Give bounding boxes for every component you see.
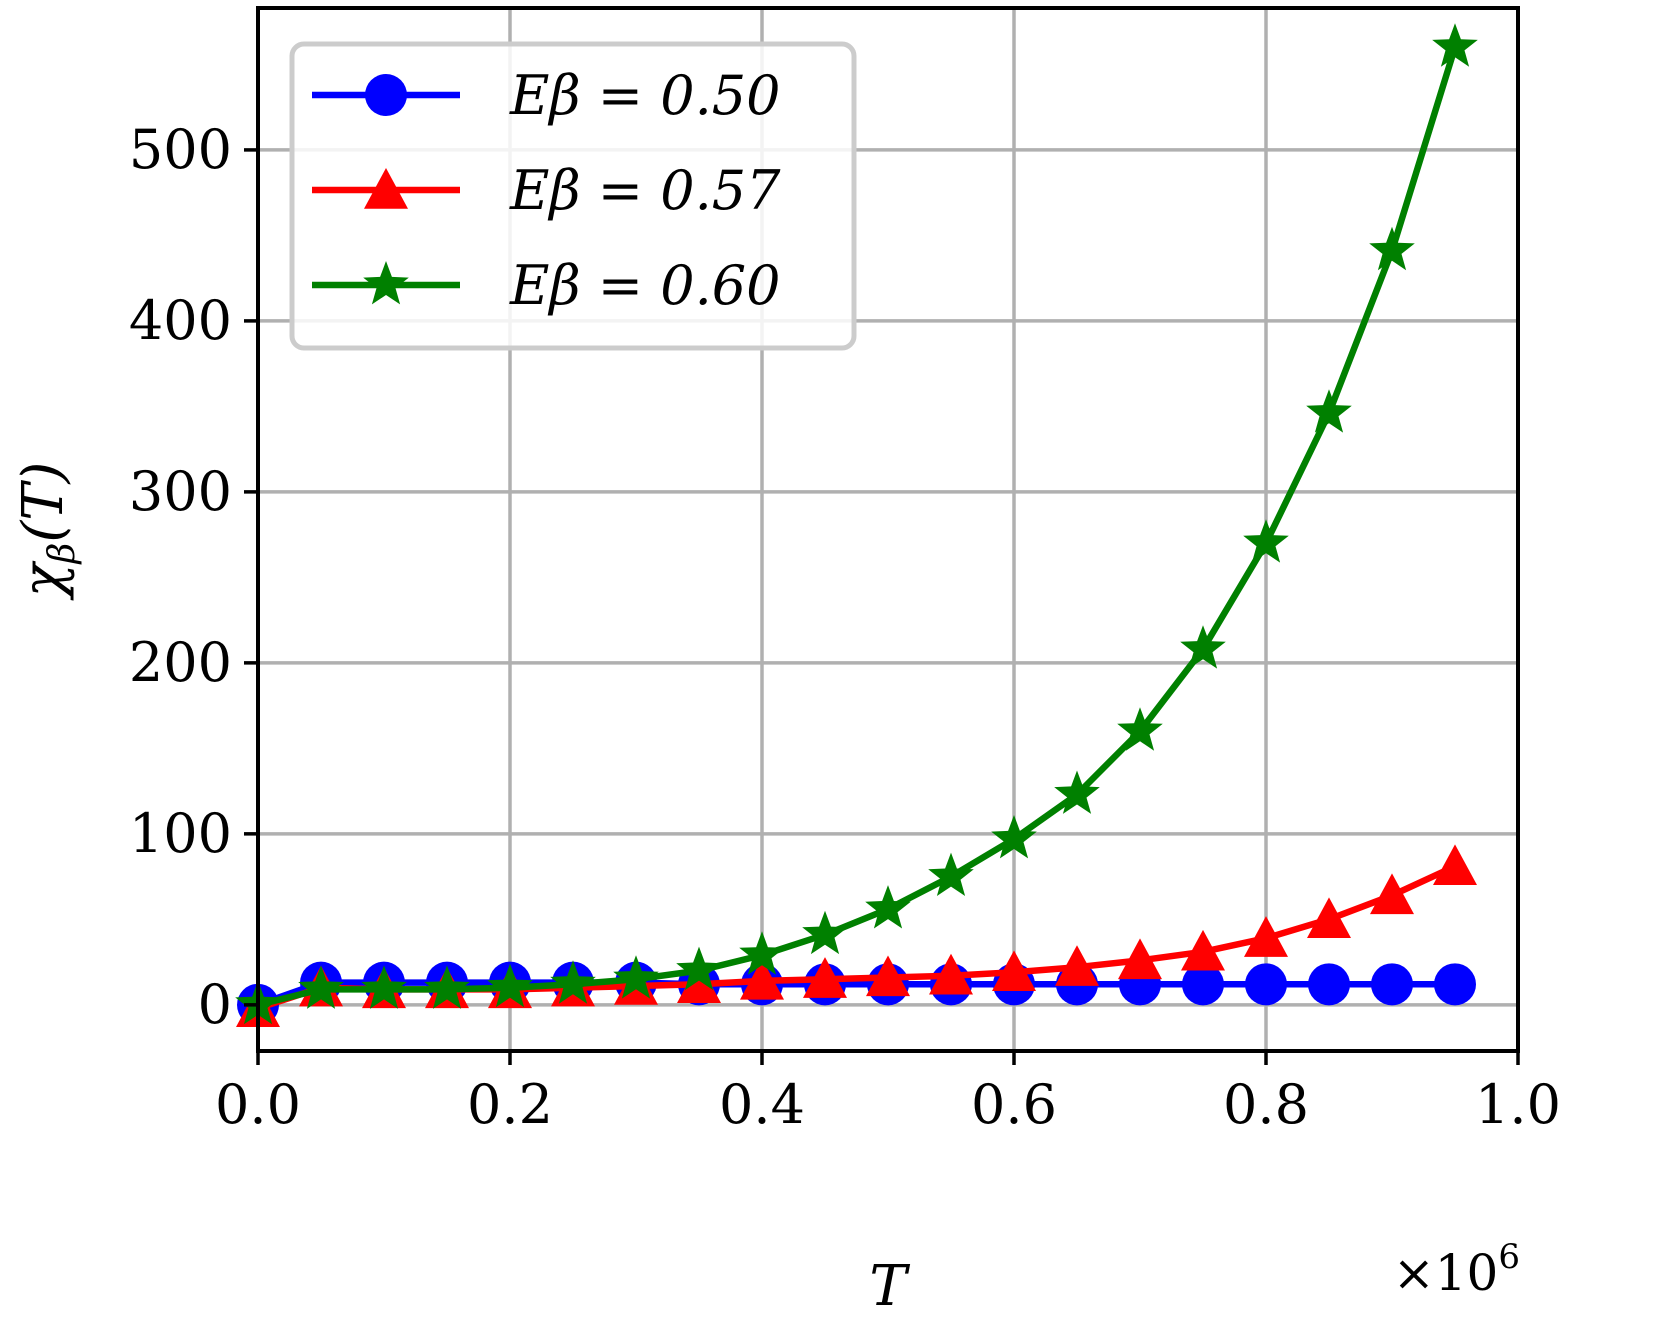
data-point: [865, 885, 911, 929]
data-point: [1055, 945, 1099, 986]
x-tick-label: 0.8: [1223, 1073, 1309, 1136]
series-layer: [235, 23, 1478, 1027]
data-point: [676, 946, 722, 991]
data-point: [1180, 625, 1226, 669]
y-tick-label: 500: [129, 118, 232, 181]
x-tick-label: 1.0: [1475, 1073, 1561, 1136]
y-axis-label-symbol: χ: [11, 560, 76, 601]
data-point: [1434, 963, 1476, 1006]
data-point: [487, 963, 533, 1008]
data-point: [1054, 770, 1100, 814]
legend: Eβ = 0.50 Eβ = 0.57 Eβ = 0.60: [289, 41, 857, 351]
ticks: 0.0 0.2 0.4 0.6 0.8 1.0 0 100 200 300 400 500: [129, 118, 1561, 1136]
y-tick-label: 300: [129, 460, 232, 523]
data-point: [1370, 873, 1414, 915]
data-point: [1117, 707, 1163, 751]
x-axis-multiplier: ×106: [1393, 1237, 1520, 1302]
data-point: [677, 962, 721, 1004]
data-point: [1371, 963, 1413, 1006]
legend-box: [289, 41, 857, 351]
axes-frame: [256, 6, 1520, 1053]
data-point: [866, 955, 910, 997]
data-point: [803, 957, 847, 998]
y-axis-label: χβ(T): [11, 462, 83, 602]
y-axis-label-subscript: β: [42, 543, 83, 566]
data-point: [802, 910, 848, 955]
x-axis-multiplier-base: ×10: [1393, 1244, 1499, 1302]
data-point: [991, 815, 1037, 859]
data-point: [1118, 938, 1162, 980]
data-point: [1245, 963, 1287, 1006]
series-2: [235, 23, 1478, 1025]
legend-marker: [365, 74, 407, 116]
data-point: [1181, 929, 1225, 971]
y-axis-label-argument: (T): [11, 462, 76, 543]
legend-marker: [363, 261, 409, 305]
data-point: [424, 965, 470, 1009]
data-point: [1308, 963, 1350, 1006]
x-tick-label: 0.4: [719, 1073, 805, 1136]
y-tick-label: 400: [129, 289, 232, 352]
data-point: [740, 958, 784, 1000]
data-point: [298, 965, 344, 1009]
x-axis-multiplier-exponent: 6: [1498, 1237, 1520, 1277]
legend-label: Eβ = 0.60: [509, 254, 780, 317]
y-tick-label: 200: [129, 631, 232, 694]
data-point: [1433, 844, 1477, 886]
data-point: [992, 950, 1036, 992]
x-tick-label: 0.0: [215, 1073, 301, 1136]
x-tick-label: 0.6: [971, 1073, 1057, 1136]
data-point: [1306, 389, 1352, 433]
data-point: [1432, 23, 1478, 67]
data-point: [739, 931, 785, 975]
data-point: [613, 955, 659, 999]
y-tick-label: 100: [129, 802, 232, 865]
data-point: [1307, 897, 1351, 939]
data-point: [1182, 963, 1224, 1006]
data-point: [929, 953, 973, 995]
x-axis-label: T: [869, 1254, 910, 1319]
data-point: [1244, 916, 1288, 957]
data-point: [1243, 519, 1289, 563]
data-point: [361, 965, 407, 1009]
legend-item: Eβ = 0.50: [312, 64, 780, 127]
legend-item: Eβ = 0.57: [312, 159, 781, 222]
data-point: [1369, 226, 1415, 271]
data-point: [928, 852, 974, 896]
y-tick-label: 0: [198, 973, 232, 1036]
data-point: [550, 960, 596, 1004]
legend-marker: [364, 168, 408, 209]
legend-label: Eβ = 0.50: [509, 64, 780, 127]
legend-label: Eβ = 0.57: [509, 159, 781, 222]
x-tick-label: 0.2: [467, 1073, 553, 1136]
legend-item: Eβ = 0.60: [312, 254, 780, 317]
